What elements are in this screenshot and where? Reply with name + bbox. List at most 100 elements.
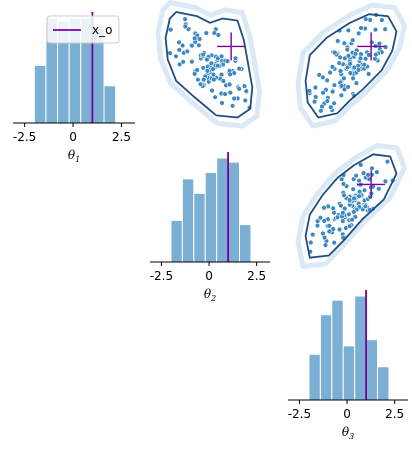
sample-point: [182, 16, 188, 22]
histogram-bar: [227, 161, 241, 263]
sample-point: [194, 67, 200, 73]
sample-point: [356, 193, 362, 199]
sample-point: [353, 80, 360, 86]
density-contour: [304, 153, 398, 259]
sample-point: [360, 170, 367, 176]
sample-point: [347, 61, 353, 67]
sample-point: [196, 42, 202, 48]
sample-point: [182, 23, 189, 30]
histogram-bar: [170, 219, 183, 263]
sample-point: [306, 88, 313, 94]
sample-point: [376, 40, 382, 47]
sample-point: [357, 55, 364, 61]
sample-point: [353, 173, 359, 179]
sample-point: [365, 172, 371, 178]
sample-point: [167, 50, 173, 56]
sample-point: [192, 35, 198, 42]
histogram-bar: [331, 299, 344, 401]
sample-point: [327, 69, 333, 76]
histogram-bar: [308, 353, 321, 401]
sample-point: [317, 215, 324, 221]
sample-point: [338, 92, 345, 99]
histogram-bar: [365, 339, 379, 401]
histogram-bar: [342, 345, 356, 401]
sample-point: [204, 56, 210, 63]
sample-point: [351, 64, 357, 71]
sample-point: [232, 55, 239, 61]
sample-point: [355, 67, 362, 73]
sample-point: [215, 32, 222, 38]
outer-density-contour: [155, 0, 262, 129]
sample-point: [326, 228, 332, 235]
sample-point: [374, 169, 380, 175]
sample-point: [341, 192, 347, 199]
sample-point: [338, 202, 344, 209]
sample-point: [209, 87, 215, 94]
sample-point: [322, 242, 329, 248]
x-tick-label: 2.5: [247, 269, 266, 283]
sample-point: [180, 59, 186, 65]
sample-point: [231, 95, 237, 102]
x-tick-label: -2.5: [288, 407, 311, 421]
sample-point: [330, 226, 336, 232]
sample-point: [220, 78, 227, 84]
sample-point: [219, 100, 225, 106]
histogram-bar: [204, 172, 218, 263]
sample-point: [352, 51, 359, 57]
sample-point: [226, 81, 233, 88]
sample-point: [346, 211, 352, 218]
sample-point: [382, 178, 389, 185]
sample-point: [201, 76, 207, 83]
sample-point: [329, 64, 336, 70]
sample-point: [312, 84, 319, 91]
histogram-bar: [354, 295, 367, 401]
sample-point: [336, 226, 343, 233]
sample-point: [218, 53, 225, 60]
sample-point: [350, 186, 356, 192]
sample-point: [311, 98, 318, 105]
histogram-bar: [239, 224, 252, 263]
theta1-theta2-scatter-panel: [155, 0, 262, 129]
sample-point: [340, 210, 346, 216]
histogram-bar: [377, 366, 390, 401]
sample-point: [222, 91, 228, 97]
x-tick-label: -2.5: [13, 130, 36, 144]
sample-point: [204, 68, 211, 74]
x-tick-label: 0: [343, 407, 351, 421]
sample-point: [384, 159, 391, 165]
sample-point: [341, 75, 347, 82]
density-contour: [304, 13, 398, 119]
sample-point: [331, 100, 337, 107]
sample-point: [227, 71, 233, 78]
sample-point: [361, 61, 367, 68]
histogram-bar: [103, 85, 117, 124]
sample-point: [330, 205, 336, 212]
theta1-theta3-scatter-panel: [295, 2, 407, 129]
sample-point: [310, 231, 316, 238]
sample-point: [361, 187, 368, 193]
sample-point: [337, 54, 343, 60]
sample-point: [224, 58, 231, 64]
sample-point: [173, 53, 179, 59]
outer-density-contour: [295, 2, 407, 129]
sample-point: [351, 195, 357, 202]
sample-point: [363, 16, 369, 22]
sample-point: [229, 103, 236, 109]
sample-point: [382, 26, 388, 32]
sample-point: [379, 17, 385, 23]
sample-point: [349, 217, 355, 223]
sample-point: [338, 83, 345, 89]
sample-point: [321, 234, 328, 241]
sample-point: [331, 210, 337, 216]
sample-point: [350, 37, 356, 43]
sample-point: [356, 189, 363, 195]
sample-point: [351, 209, 357, 215]
sample-point: [356, 30, 362, 37]
sample-point: [203, 30, 210, 36]
sample-point: [168, 27, 174, 33]
sample-point: [236, 65, 242, 72]
sample-point: [369, 165, 375, 172]
sample-point: [210, 71, 217, 78]
sample-point: [347, 70, 354, 76]
sample-point: [345, 27, 352, 34]
